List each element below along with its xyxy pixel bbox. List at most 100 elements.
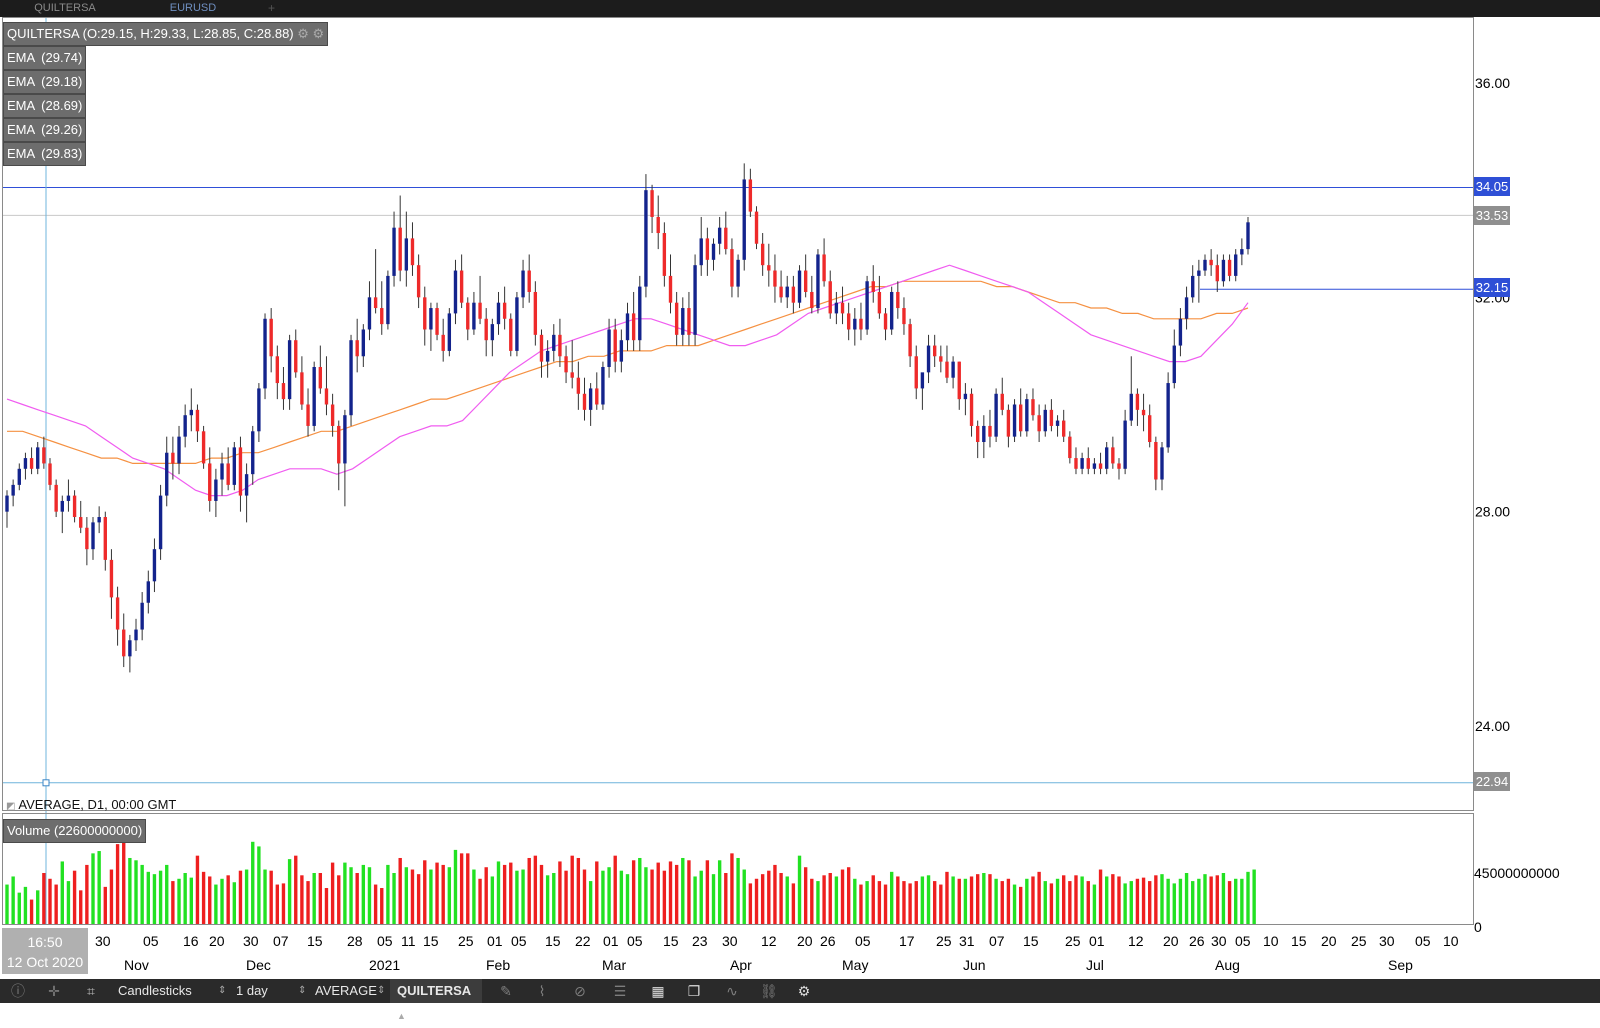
volume-bar — [404, 867, 409, 925]
volume-bar — [601, 870, 605, 925]
indicator-value: AVERAGE — [315, 983, 377, 998]
time-axis-tick: 26 — [1189, 933, 1205, 949]
candle-body — [490, 324, 495, 341]
crosshair-icon[interactable]: ✛ — [48, 983, 60, 999]
volume-bar — [466, 853, 470, 925]
volume-bar — [1215, 875, 1219, 925]
candle-body — [1154, 442, 1158, 480]
volume-bar — [533, 855, 538, 925]
candle-body — [1172, 345, 1176, 384]
ema-legend-5[interactable]: EMA (29.83) — [3, 142, 87, 166]
candle-body — [564, 356, 568, 373]
volume-bar — [730, 853, 734, 925]
chart-type-value: Candlesticks — [118, 983, 192, 998]
crosshair-date: 12 Oct 2020 — [6, 954, 84, 970]
chart-type-select[interactable]: Candlesticks ⇕ — [118, 979, 226, 1003]
candle-body — [1135, 393, 1140, 410]
volume-bar — [72, 870, 77, 925]
support-price-label: 32.15 — [1474, 278, 1510, 297]
volume-bar — [29, 899, 34, 925]
volume-bar — [23, 886, 28, 925]
settings-dots-icon[interactable]: ⚙ ⚙ — [297, 26, 325, 41]
indicator-select[interactable]: AVERAGE ⇕ — [315, 979, 385, 1003]
tab-quiltersa[interactable]: QUILTERSA — [34, 2, 96, 14]
candle-body — [601, 366, 605, 405]
volume-bar — [1166, 878, 1170, 925]
ema-legend-4[interactable]: EMA (29.26) — [3, 118, 87, 142]
crop-icon[interactable]: ⌗ — [87, 983, 95, 999]
candle-body — [312, 366, 316, 426]
copy-icon[interactable]: ❐ — [687, 983, 701, 999]
volume-bar — [294, 855, 298, 925]
volume-bar — [545, 875, 550, 925]
volume-bar — [939, 884, 943, 925]
candle-body — [982, 425, 986, 443]
time-axis-tick: 30 — [1211, 933, 1227, 949]
candle-body — [717, 227, 722, 244]
info-icon[interactable]: ⓘ — [11, 983, 25, 999]
volume-bar — [54, 884, 58, 925]
candle-body — [410, 238, 415, 266]
grid-icon[interactable]: ▦ — [651, 983, 665, 999]
volume-bar — [619, 870, 624, 925]
candle-body — [576, 377, 581, 394]
ema-value: (29.74) — [41, 50, 83, 65]
candle-body — [1105, 447, 1109, 469]
candle-body — [1197, 270, 1201, 276]
timeframe-select[interactable]: 1 day ⇕ — [236, 979, 306, 1003]
link-icon[interactable]: ⛓ — [760, 983, 778, 999]
line-icon[interactable]: ∿ — [726, 983, 738, 999]
volume-bar — [453, 849, 458, 925]
candle-body — [128, 640, 132, 657]
volume-bar — [1117, 876, 1121, 925]
candle-body — [767, 265, 771, 271]
time-axis-tick: 11 — [401, 933, 416, 949]
volume-bar — [496, 861, 501, 925]
volume-legend[interactable]: Volume (22600000000) — [3, 819, 147, 843]
volume-bar — [699, 870, 703, 925]
candle-body — [926, 345, 931, 373]
volume-bar — [539, 864, 544, 925]
volume-bar — [705, 860, 710, 925]
ema-legend-3[interactable]: EMA (28.69) — [3, 94, 87, 118]
candle-body — [760, 243, 765, 266]
volume-bar — [1221, 873, 1226, 925]
volume-bar — [183, 873, 187, 925]
candle-body — [294, 340, 298, 373]
candle-body — [177, 436, 181, 464]
candle-body — [963, 393, 968, 400]
candle-body — [840, 302, 845, 314]
candle-body — [582, 393, 587, 410]
volume-bar — [926, 875, 931, 925]
time-axis-tick: 05 — [627, 933, 643, 949]
add-tab-icon[interactable]: + — [268, 1, 276, 15]
volume-bar — [914, 881, 918, 925]
volume-bar — [343, 862, 347, 925]
pencil-icon[interactable]: ✎ — [500, 983, 512, 999]
volume-bar — [158, 870, 163, 925]
candle-body — [1111, 447, 1115, 464]
candle-body — [244, 474, 249, 496]
candle-body — [201, 431, 206, 464]
volume-bar — [502, 864, 507, 925]
candle-body — [1037, 415, 1041, 432]
gear-icon[interactable]: ⚙ — [797, 983, 811, 999]
candle-body — [122, 629, 126, 657]
brush-icon[interactable]: ⌇ — [538, 983, 546, 999]
volume-bar — [1018, 886, 1023, 925]
ema-legend-1[interactable]: EMA (29.74) — [3, 46, 87, 70]
tab-eurusd[interactable]: EURUSD — [169, 2, 217, 14]
ema-legend-2[interactable]: EMA (29.18) — [3, 70, 87, 94]
volume-bar — [865, 881, 869, 925]
time-axis-tick: 07 — [273, 933, 289, 949]
list-icon[interactable]: ☰ — [613, 983, 627, 999]
symbol-select[interactable]: QUILTERSA ▲ — [390, 979, 482, 1021]
volume-bar — [122, 838, 126, 925]
volume-bar — [36, 890, 40, 925]
symbol-legend[interactable]: QUILTERSA (O:29.15, H:29.33, L:28.85, C:… — [3, 22, 329, 46]
eye-off-icon[interactable]: ⊘ — [574, 983, 586, 999]
volume-bar — [459, 853, 464, 925]
candle-body — [1221, 259, 1226, 282]
crosshair-time-label: 16:50 12 Oct 2020 — [2, 928, 88, 974]
